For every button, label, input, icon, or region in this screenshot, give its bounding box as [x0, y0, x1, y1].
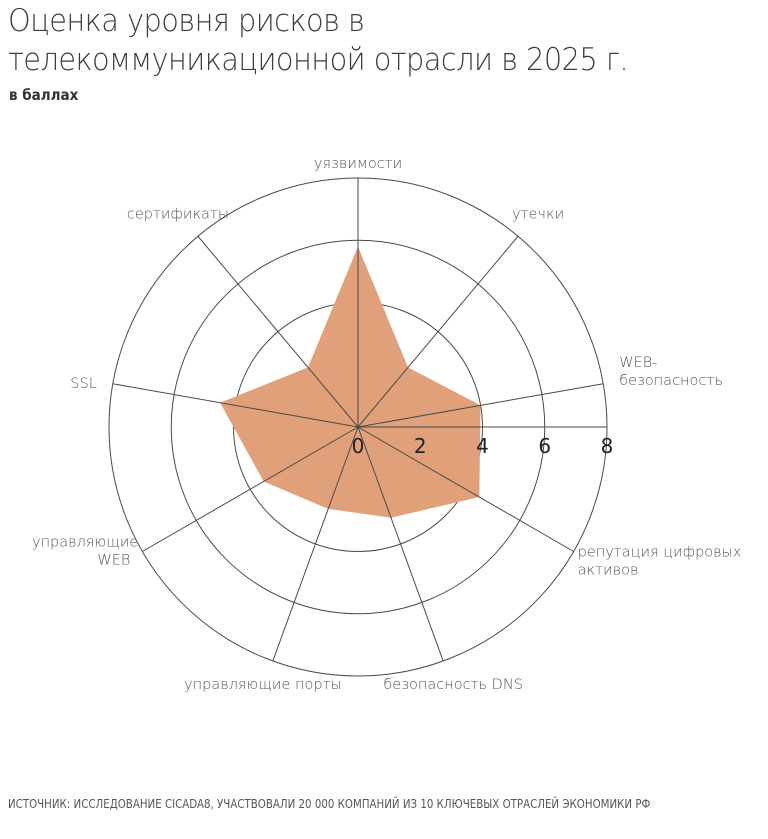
category-label: уязвимости: [314, 156, 402, 172]
category-label-line: WEB-: [619, 355, 657, 371]
category-label-line: управляющие порты: [184, 677, 342, 693]
spoke-8: [197, 235, 359, 428]
spoke-5: [272, 426, 359, 662]
category-label: сертификаты: [127, 206, 229, 222]
tick-label: 6: [538, 434, 551, 458]
category-label: управляющие WEB: [32, 535, 138, 569]
category-label-line: безопасность: [619, 373, 723, 389]
category-label-line: WEB: [97, 553, 130, 569]
tick-label: 2: [414, 434, 427, 458]
spoke-3: [357, 426, 574, 552]
tick-label: 0: [352, 434, 365, 458]
spoke-7: [112, 383, 359, 428]
spoke-6: [142, 426, 359, 552]
category-label-line: активов: [578, 563, 639, 579]
category-label: WEB-безопасность: [619, 355, 723, 389]
category-label: утечки: [512, 206, 564, 222]
tick-label: 8: [601, 434, 614, 458]
category-label: SSL: [70, 376, 97, 392]
source-note: ИСТОЧНИК: ИССЛЕДОВАНИЕ CICADA8, УЧАСТВОВ…: [8, 796, 651, 811]
category-label-line: безопасность DNS: [383, 677, 523, 693]
category-label-line: уязвимости: [314, 156, 402, 172]
category-label-line: управляющие: [32, 535, 138, 551]
spokes: [112, 178, 604, 662]
category-label: репутация цифровых активов: [578, 545, 742, 579]
tick-label: 4: [476, 434, 489, 458]
category-label-line: утечки: [512, 206, 564, 222]
spoke-1: [357, 235, 519, 428]
category-label-line: SSL: [70, 376, 97, 392]
category-label-line: сертификаты: [127, 206, 229, 222]
spoke-4: [357, 426, 444, 662]
tick-labels: 0 2 4 6 8: [352, 434, 614, 458]
category-label: управляющие порты: [184, 677, 342, 693]
spoke-2: [357, 383, 604, 428]
chart-title: Оценка уровня рисков в телекоммуникацион…: [8, 3, 629, 78]
category-label-line: репутация цифровых: [578, 545, 742, 561]
category-labels: уязвимости утечки WEB-безопасность репутаци…: [32, 156, 741, 693]
series-area: [220, 246, 481, 518]
chart-subtitle: в баллах: [9, 86, 79, 104]
category-label: безопасность DNS: [383, 677, 523, 693]
